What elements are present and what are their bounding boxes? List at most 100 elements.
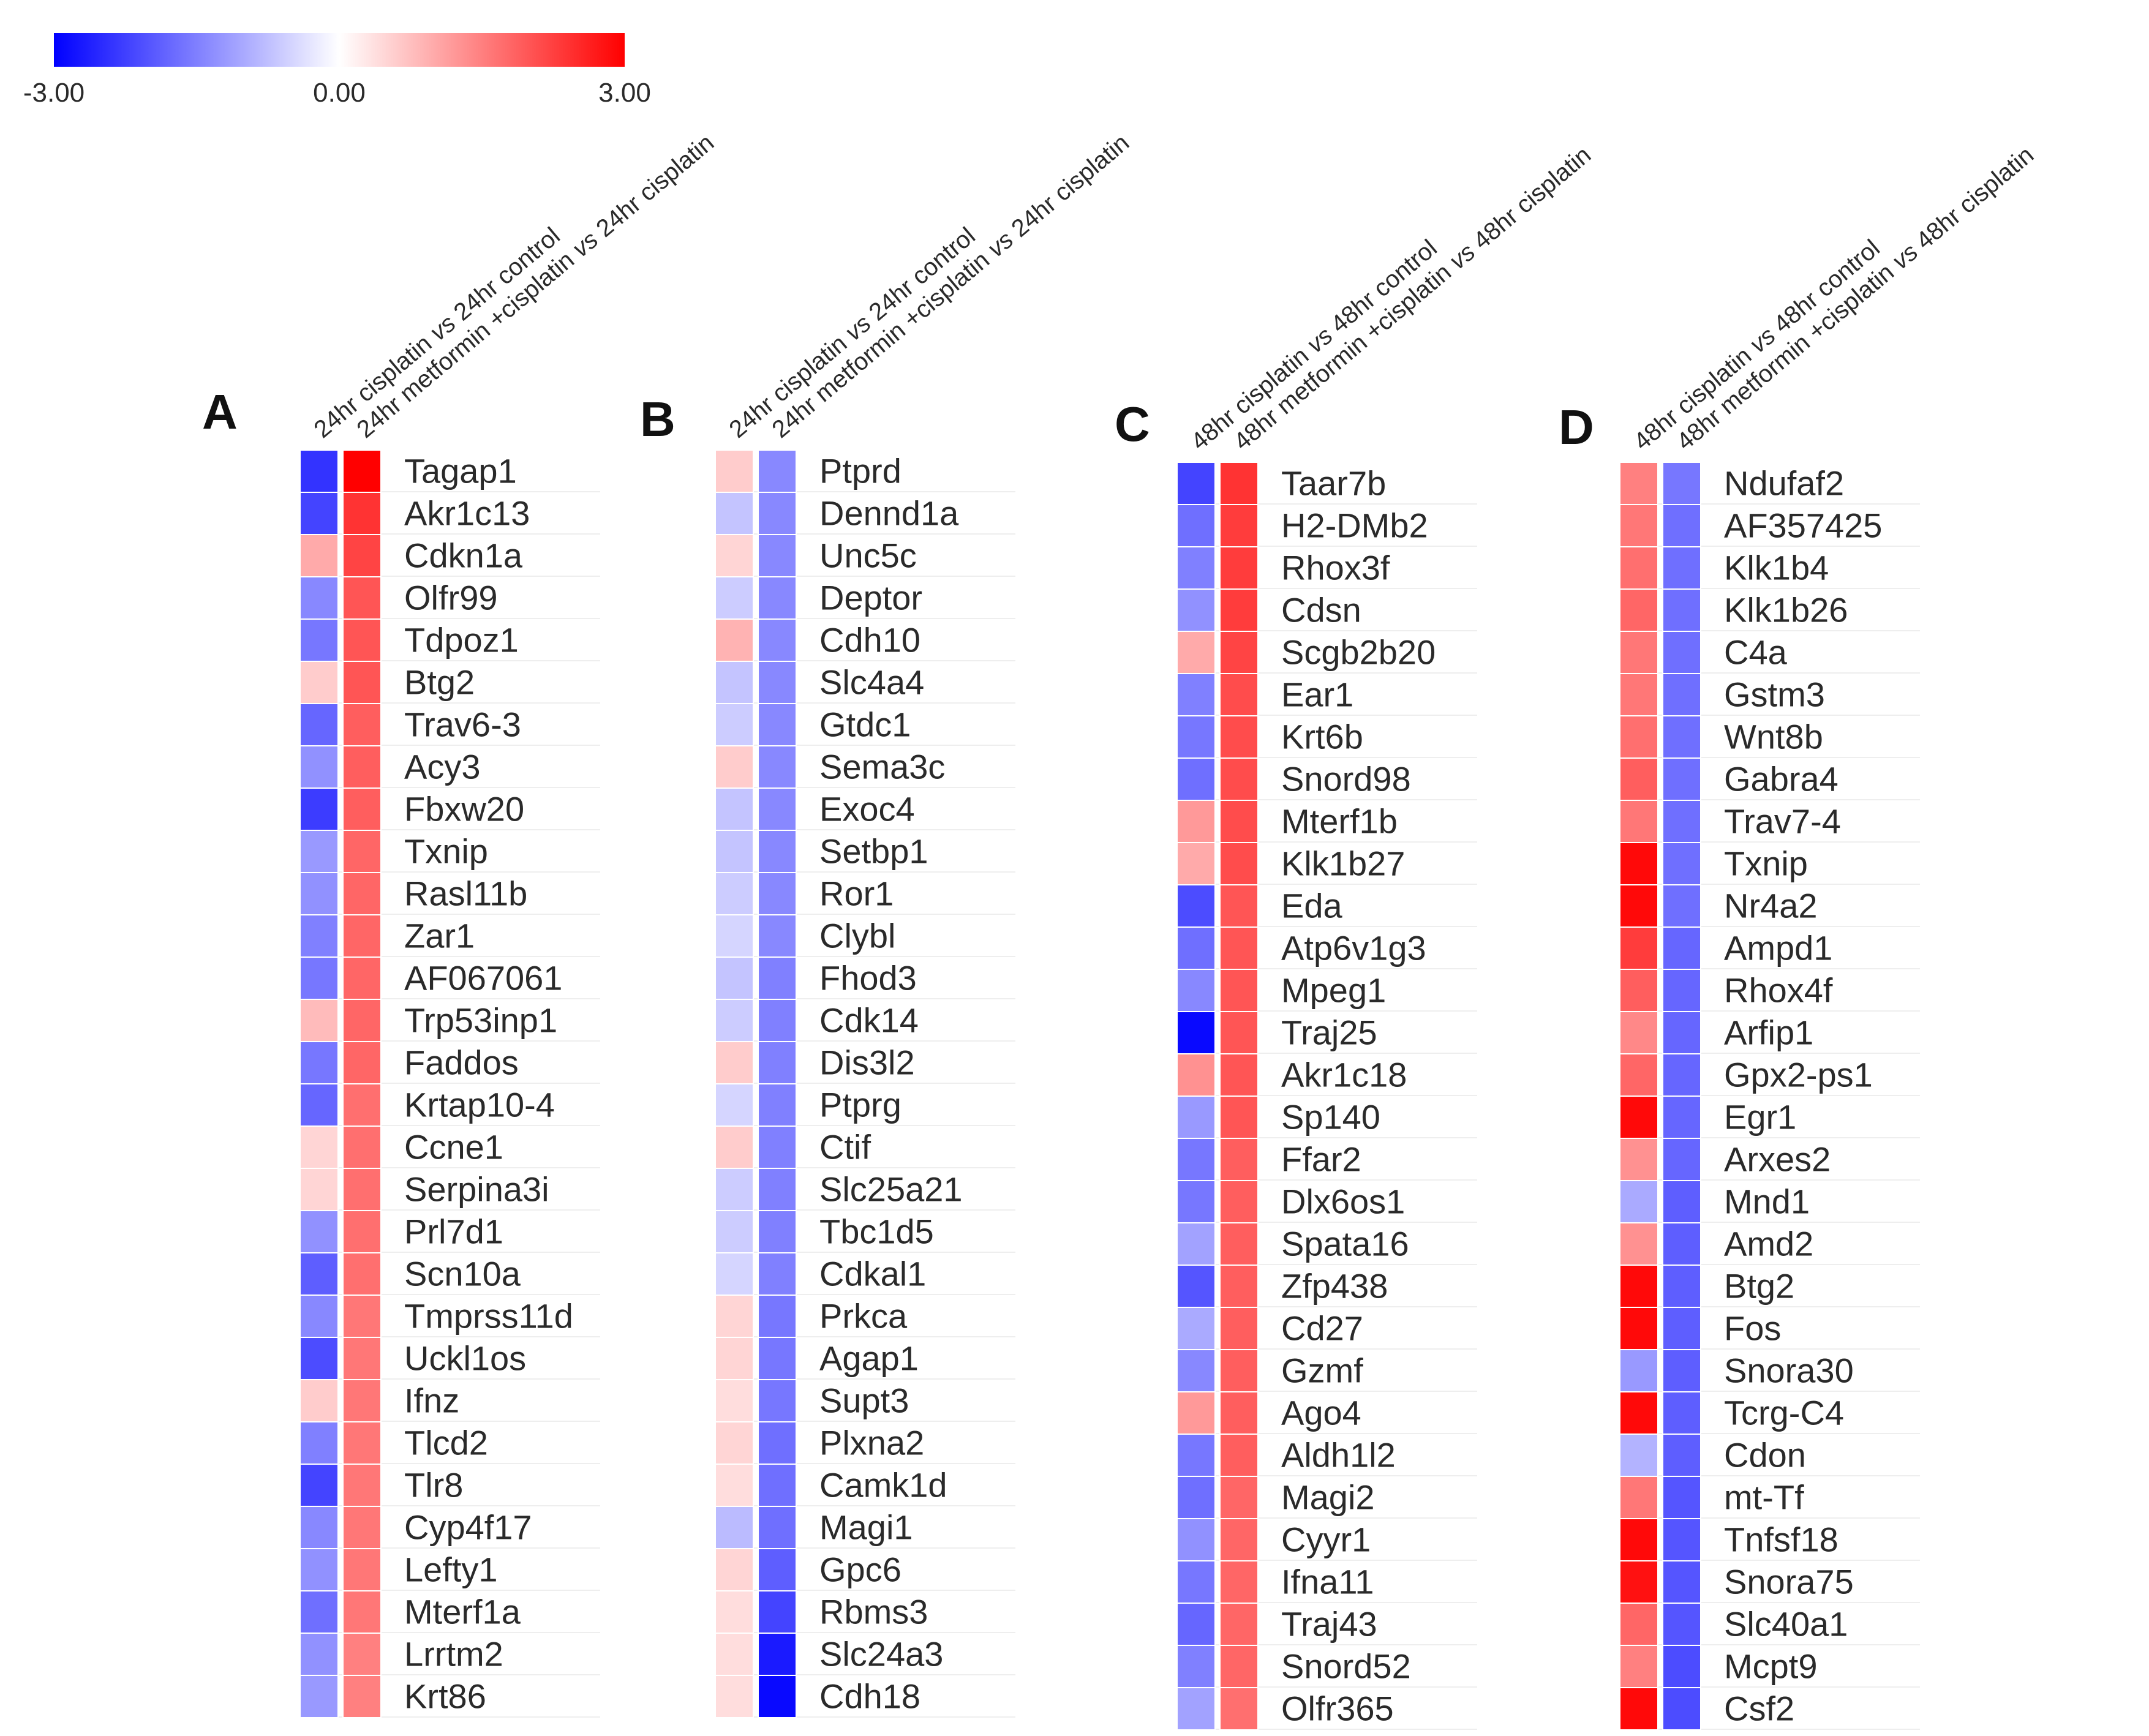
heatmap-cell <box>1220 1138 1258 1181</box>
gene-label: Ror1 <box>819 874 894 913</box>
heatmap-cell <box>1220 758 1258 800</box>
heatmap-cell <box>343 492 381 535</box>
gene-label: Arxes2 <box>1724 1140 1831 1179</box>
heatmap-cell <box>1220 1054 1258 1096</box>
column-label: 24hr metformin +cisplatin vs 24hr cispla… <box>767 129 1135 443</box>
gene-label: Gpc6 <box>819 1550 901 1589</box>
heatmap-cell <box>1663 1012 1701 1054</box>
heatmap-cell <box>715 1464 753 1506</box>
gene-label: Tcrg-C4 <box>1724 1394 1844 1432</box>
gene-label: Amd2 <box>1724 1225 1813 1263</box>
heatmap-cell <box>1220 505 1258 547</box>
heatmap-cell <box>1177 1392 1215 1434</box>
gene-label: Traj25 <box>1281 1013 1377 1052</box>
column-label: 24hr cisplatin vs 24hr control <box>309 222 565 443</box>
heatmap-cell <box>300 999 338 1042</box>
heatmap-cell <box>758 577 796 619</box>
heatmap-cell <box>300 619 338 661</box>
heatmap-cell <box>1177 800 1215 843</box>
gene-label: Klk1b4 <box>1724 549 1829 587</box>
heatmap-panel-c: C 48hr cisplatin vs 48hr control48hr metf… <box>1115 141 1596 1730</box>
heatmap-cell <box>300 577 338 619</box>
heatmap-cell <box>300 873 338 915</box>
heatmap-cell <box>715 1633 753 1675</box>
gene-label: mt-Tf <box>1724 1478 1804 1517</box>
heatmap-cell <box>1663 969 1701 1012</box>
heatmap-cell <box>1663 716 1701 758</box>
heatmap-cell <box>1220 927 1258 969</box>
heatmap-cell <box>1620 885 1658 927</box>
heatmap-cell <box>343 1295 381 1337</box>
gene-label: H2-DMb2 <box>1281 506 1428 545</box>
heatmap-figure: -3.00 0.00 3.00 A 24hr cisplatin vs 24hr … <box>0 0 2149 1736</box>
gene-label: Tbc1d5 <box>819 1212 934 1251</box>
heatmap-cell <box>1177 1054 1215 1096</box>
gene-label: Sp140 <box>1281 1098 1380 1137</box>
gene-label: Prl7d1 <box>404 1212 503 1251</box>
heatmap-cell <box>300 746 338 788</box>
heatmap-cell <box>758 830 796 873</box>
heatmap-cell <box>1177 1138 1215 1181</box>
gene-label: AF067061 <box>404 959 562 998</box>
heatmap-cell <box>758 1549 796 1591</box>
heatmap-cell <box>343 1042 381 1084</box>
panel-letter: C <box>1115 397 1150 451</box>
heatmap-cell <box>1177 505 1215 547</box>
heatmap-cell <box>1620 1603 1658 1645</box>
heatmap-cell <box>1220 547 1258 589</box>
gene-label: Krtap10-4 <box>404 1086 555 1124</box>
heatmap-cell <box>300 1549 338 1591</box>
heatmap-cell <box>1620 1223 1658 1265</box>
heatmap-cell <box>300 830 338 873</box>
heatmap-cell <box>1220 1645 1258 1688</box>
heatmap-cell <box>1220 1688 1258 1730</box>
column-label: 48hr cisplatin vs 48hr control <box>1186 235 1442 456</box>
heatmap-cell <box>1220 843 1258 885</box>
heatmap-cell <box>1620 1265 1658 1307</box>
heatmap-cell <box>343 535 381 577</box>
gene-label: Sema3c <box>819 748 945 786</box>
heatmap-cell <box>343 873 381 915</box>
heatmap-panel-b: B 24hr cisplatin vs 24hr control24hr metf… <box>640 129 1134 1718</box>
heatmap-cell <box>758 1422 796 1464</box>
gene-label: Lrrtm2 <box>404 1635 503 1674</box>
heatmap-cell <box>1220 1181 1258 1223</box>
gene-label: Cyp4f17 <box>404 1508 532 1547</box>
heatmap-cell <box>300 1506 338 1549</box>
gene-label: Btg2 <box>1724 1267 1794 1306</box>
heatmap-cell <box>715 915 753 957</box>
gene-label: Gstm3 <box>1724 675 1825 714</box>
heatmap-cell <box>343 746 381 788</box>
heatmap-cell <box>1220 1096 1258 1138</box>
heatmap-cell <box>1620 1012 1658 1054</box>
gene-label: Csf2 <box>1724 1689 1794 1728</box>
heatmap-cell <box>1220 462 1258 505</box>
gene-label: Mpeg1 <box>1281 971 1386 1010</box>
heatmap-cell <box>343 1675 381 1718</box>
heatmap-cell <box>343 1168 381 1211</box>
heatmap-cell <box>758 1253 796 1295</box>
heatmap-cell <box>1177 1603 1215 1645</box>
heatmap-cell <box>758 746 796 788</box>
heatmap-cell <box>758 1126 796 1168</box>
heatmap-cell <box>300 1675 338 1718</box>
gene-label: Deptor <box>819 579 922 617</box>
gene-label: Cdk14 <box>819 1001 919 1040</box>
gene-label: Mterf1a <box>404 1593 521 1631</box>
heatmap-cell <box>1620 1307 1658 1350</box>
heatmap-cell <box>758 619 796 661</box>
heatmap-cell <box>1663 1350 1701 1392</box>
heatmap-cell <box>1620 758 1658 800</box>
heatmap-cell <box>343 1084 381 1126</box>
panel-letter: D <box>1559 400 1594 454</box>
heatmap-cell <box>758 1168 796 1211</box>
heatmap-cell <box>758 1633 796 1675</box>
heatmap-cell <box>300 1337 338 1380</box>
gene-label: Gtdc1 <box>819 705 911 744</box>
heatmap-cell <box>715 830 753 873</box>
gene-label: Rhox4f <box>1724 971 1833 1010</box>
column-label: 24hr cisplatin vs 24hr control <box>724 222 980 443</box>
gene-label: Ampd1 <box>1724 929 1832 968</box>
heatmap-cell <box>758 1380 796 1422</box>
gene-label: Olfr365 <box>1281 1689 1394 1728</box>
